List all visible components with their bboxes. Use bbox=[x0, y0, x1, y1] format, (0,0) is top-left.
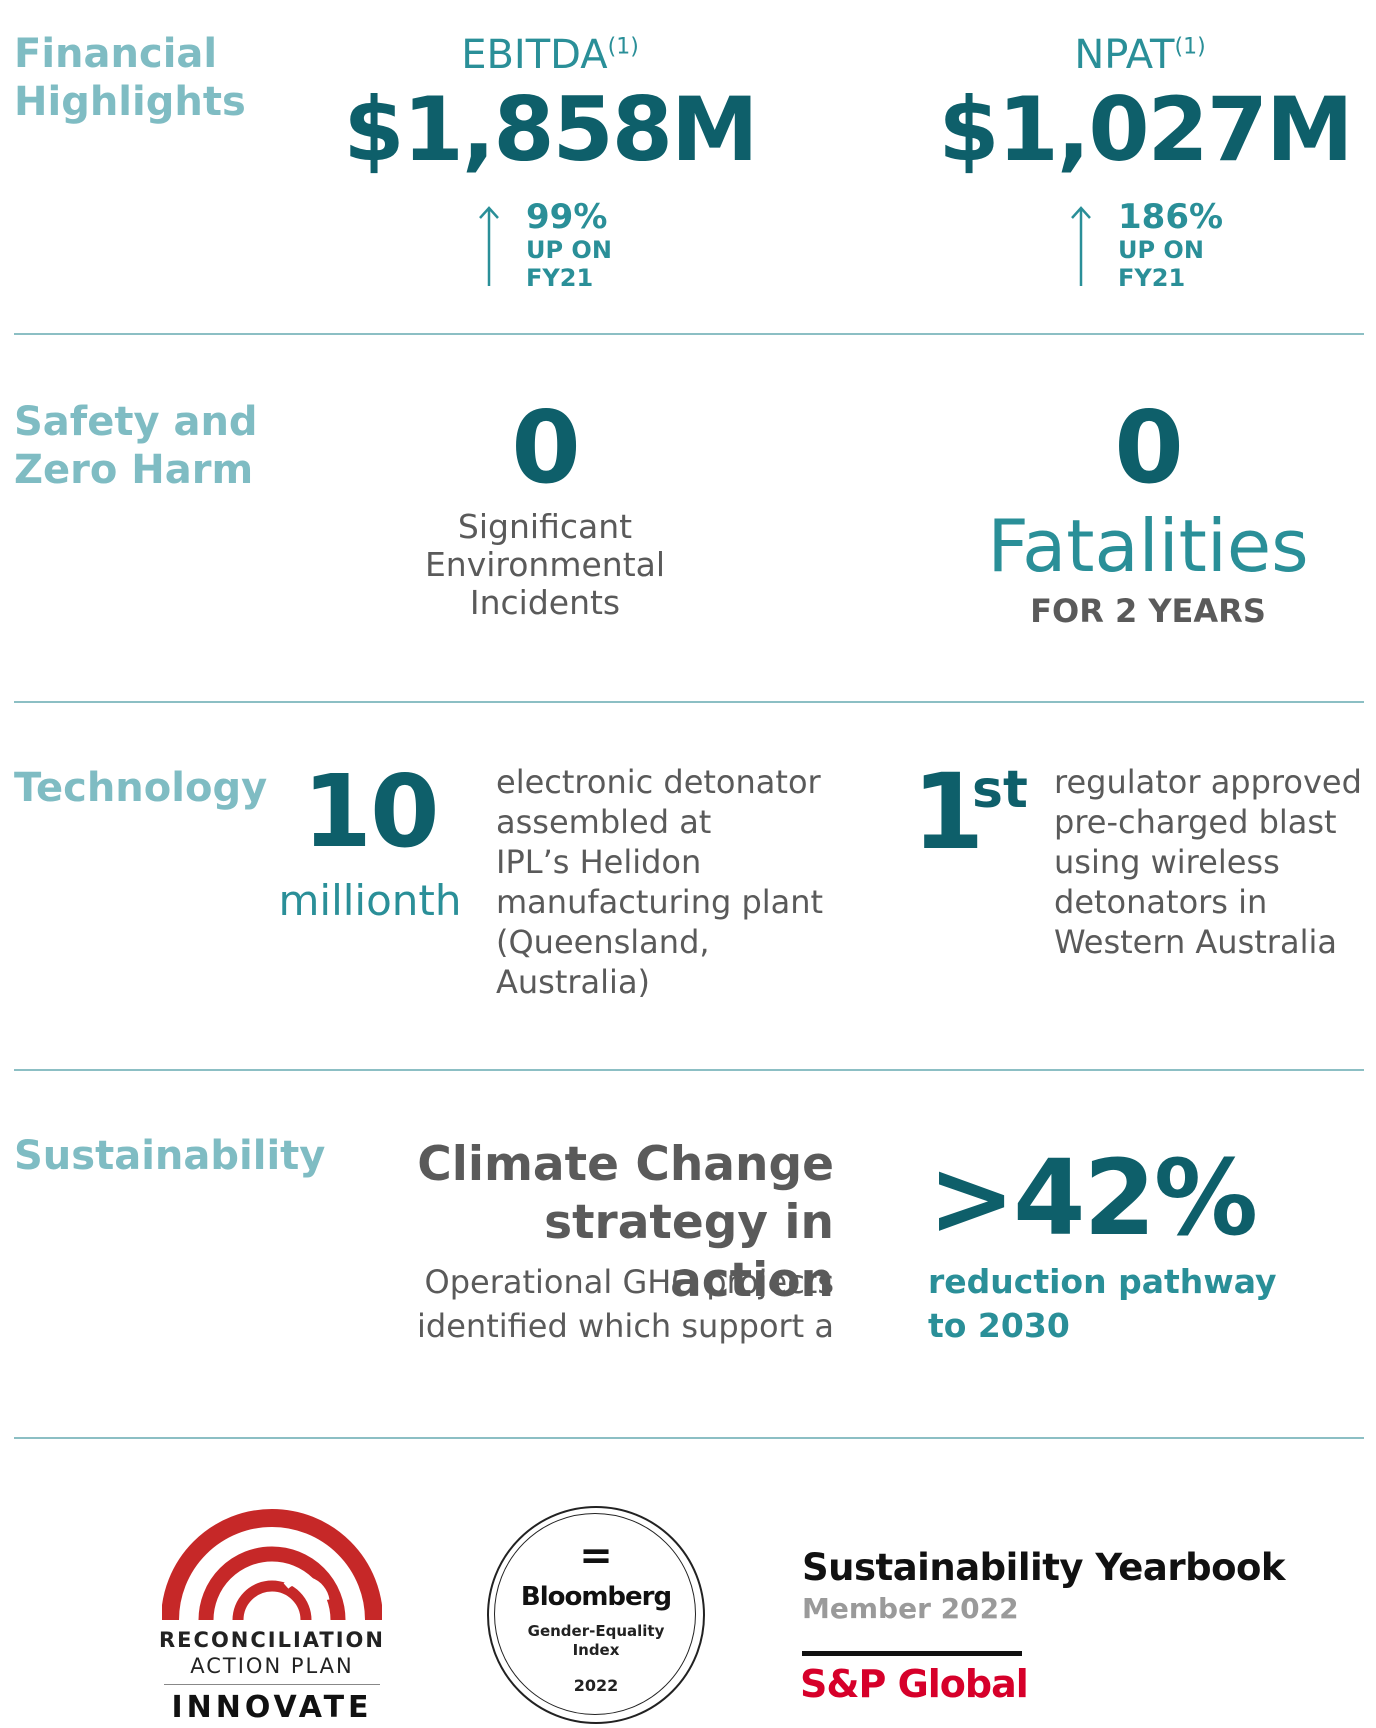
rap-arches-logo-icon bbox=[162, 1509, 382, 1621]
detonator-value: 10 bbox=[302, 753, 439, 870]
divider bbox=[14, 701, 1364, 703]
rap-line2: ACTION PLAN bbox=[190, 1654, 354, 1678]
detonator-line: manufacturing plant bbox=[496, 883, 824, 921]
ebitda-value: $1,858M bbox=[343, 78, 758, 181]
npat-up-text: UP ON FY21 bbox=[1118, 236, 1204, 292]
bloomberg-line2: Index bbox=[572, 1641, 620, 1659]
first-line: Western Australia bbox=[1054, 923, 1337, 961]
first-suffix: st bbox=[972, 760, 1028, 820]
detonator-line: electronic detonator bbox=[496, 763, 821, 801]
env-label-line3: Incidents bbox=[469, 583, 621, 622]
detonator-line: (Queensland, bbox=[496, 923, 710, 961]
ebitda-up-line2: FY21 bbox=[526, 264, 594, 292]
detonator-line: IPL’s Helidon bbox=[496, 843, 702, 881]
technology-section-label: Technology bbox=[14, 765, 268, 811]
reduction-sub-line1: reduction pathway bbox=[928, 1262, 1277, 1301]
npat-title-text: NPAT bbox=[1074, 32, 1175, 78]
rap-line1: RECONCILIATION bbox=[159, 1628, 385, 1652]
npat-title: NPAT(1) bbox=[920, 32, 1360, 78]
ebitda-up-arrow-icon bbox=[479, 206, 499, 286]
npat-pct: 186% bbox=[1118, 197, 1224, 237]
first-line: regulator approved bbox=[1054, 763, 1362, 801]
bloomberg-equals-icon: = bbox=[579, 1533, 613, 1579]
env-label-line1: Significant bbox=[457, 507, 633, 546]
bloomberg-line1: Gender-Equality bbox=[527, 1622, 665, 1640]
reduction-sub-line2: to 2030 bbox=[928, 1306, 1070, 1345]
climate-heading: Climate Change strategy in action bbox=[410, 1136, 834, 1310]
ebitda-up-line1: UP ON bbox=[526, 236, 612, 264]
financial-label-line1: Financial bbox=[14, 31, 218, 77]
sp-divider bbox=[802, 1651, 1022, 1656]
safety-section-label: Safety and Zero Harm bbox=[14, 398, 258, 494]
sp-member-year: Member 2022 bbox=[802, 1592, 1019, 1625]
climate-heading-line1: Climate Change bbox=[417, 1137, 834, 1192]
bloomberg-badge: = Bloomberg Gender-Equality Index 2022 bbox=[487, 1506, 705, 1724]
detonator-description: electronic detonator assembled at IPL’s … bbox=[496, 762, 856, 1002]
divider bbox=[14, 1437, 1364, 1439]
npat-up-arrow-icon bbox=[1071, 206, 1091, 286]
npat-value: $1,027M bbox=[938, 78, 1353, 181]
ebitda-footnote: (1) bbox=[607, 34, 639, 60]
detonator-line: Australia) bbox=[496, 963, 651, 1001]
fatalities-sub: FOR 2 YEARS bbox=[1030, 592, 1266, 630]
climate-desc-line2: identified which support a bbox=[417, 1307, 834, 1345]
first-description: regulator approved pre-charged blast usi… bbox=[1054, 762, 1374, 962]
npat-up-line2: FY21 bbox=[1118, 264, 1186, 292]
first-line: using wireless bbox=[1054, 843, 1280, 881]
detonator-unit: millionth bbox=[278, 876, 462, 925]
financial-label-line2: Highlights bbox=[14, 79, 246, 125]
ebitda-title-text: EBITDA bbox=[461, 32, 608, 78]
climate-desc-line1: Operational GHG projects bbox=[424, 1263, 834, 1301]
env-label-line2: Environmental bbox=[424, 545, 666, 584]
sustainability-section-label: Sustainability bbox=[14, 1133, 326, 1179]
reduction-sub: reduction pathway to 2030 bbox=[928, 1260, 1276, 1348]
fatalities-word: Fatalities bbox=[987, 504, 1309, 588]
sp-yearbook-title: Sustainability Yearbook bbox=[802, 1546, 1286, 1589]
env-incidents-label: Significant Environmental Incidents bbox=[365, 508, 725, 622]
financial-section-label: Financial Highlights bbox=[14, 30, 246, 126]
first-line: pre-charged blast bbox=[1054, 803, 1337, 841]
fatalities-value: 0 bbox=[1114, 389, 1184, 506]
safety-label-line1: Safety and bbox=[14, 399, 258, 445]
sp-global-logo: S&P Global bbox=[800, 1662, 1029, 1706]
ebitda-pct: 99% bbox=[526, 197, 608, 237]
bloomberg-year: 2022 bbox=[573, 1676, 619, 1695]
first-line: detonators in bbox=[1054, 883, 1268, 921]
rap-line3: INNOVATE bbox=[171, 1690, 373, 1725]
npat-footnote: (1) bbox=[1174, 34, 1206, 60]
env-incidents-value: 0 bbox=[511, 389, 581, 506]
safety-label-line2: Zero Harm bbox=[14, 447, 254, 493]
climate-heading-line2: strategy in action bbox=[544, 1195, 834, 1308]
npat-up-line1: UP ON bbox=[1118, 236, 1204, 264]
bloomberg-name: Bloomberg bbox=[520, 1582, 672, 1612]
ebitda-up-text: UP ON FY21 bbox=[526, 236, 612, 292]
detonator-line: assembled at bbox=[496, 803, 712, 841]
first-value: 1 bbox=[912, 751, 984, 873]
bloomberg-inner-ring bbox=[494, 1513, 696, 1715]
divider bbox=[14, 333, 1364, 335]
divider bbox=[14, 1069, 1364, 1071]
rap-divider bbox=[164, 1684, 380, 1685]
climate-description: Operational GHG projects identified whic… bbox=[380, 1260, 834, 1348]
reduction-value: >42% bbox=[928, 1137, 1258, 1259]
ebitda-title: EBITDA(1) bbox=[330, 32, 770, 78]
